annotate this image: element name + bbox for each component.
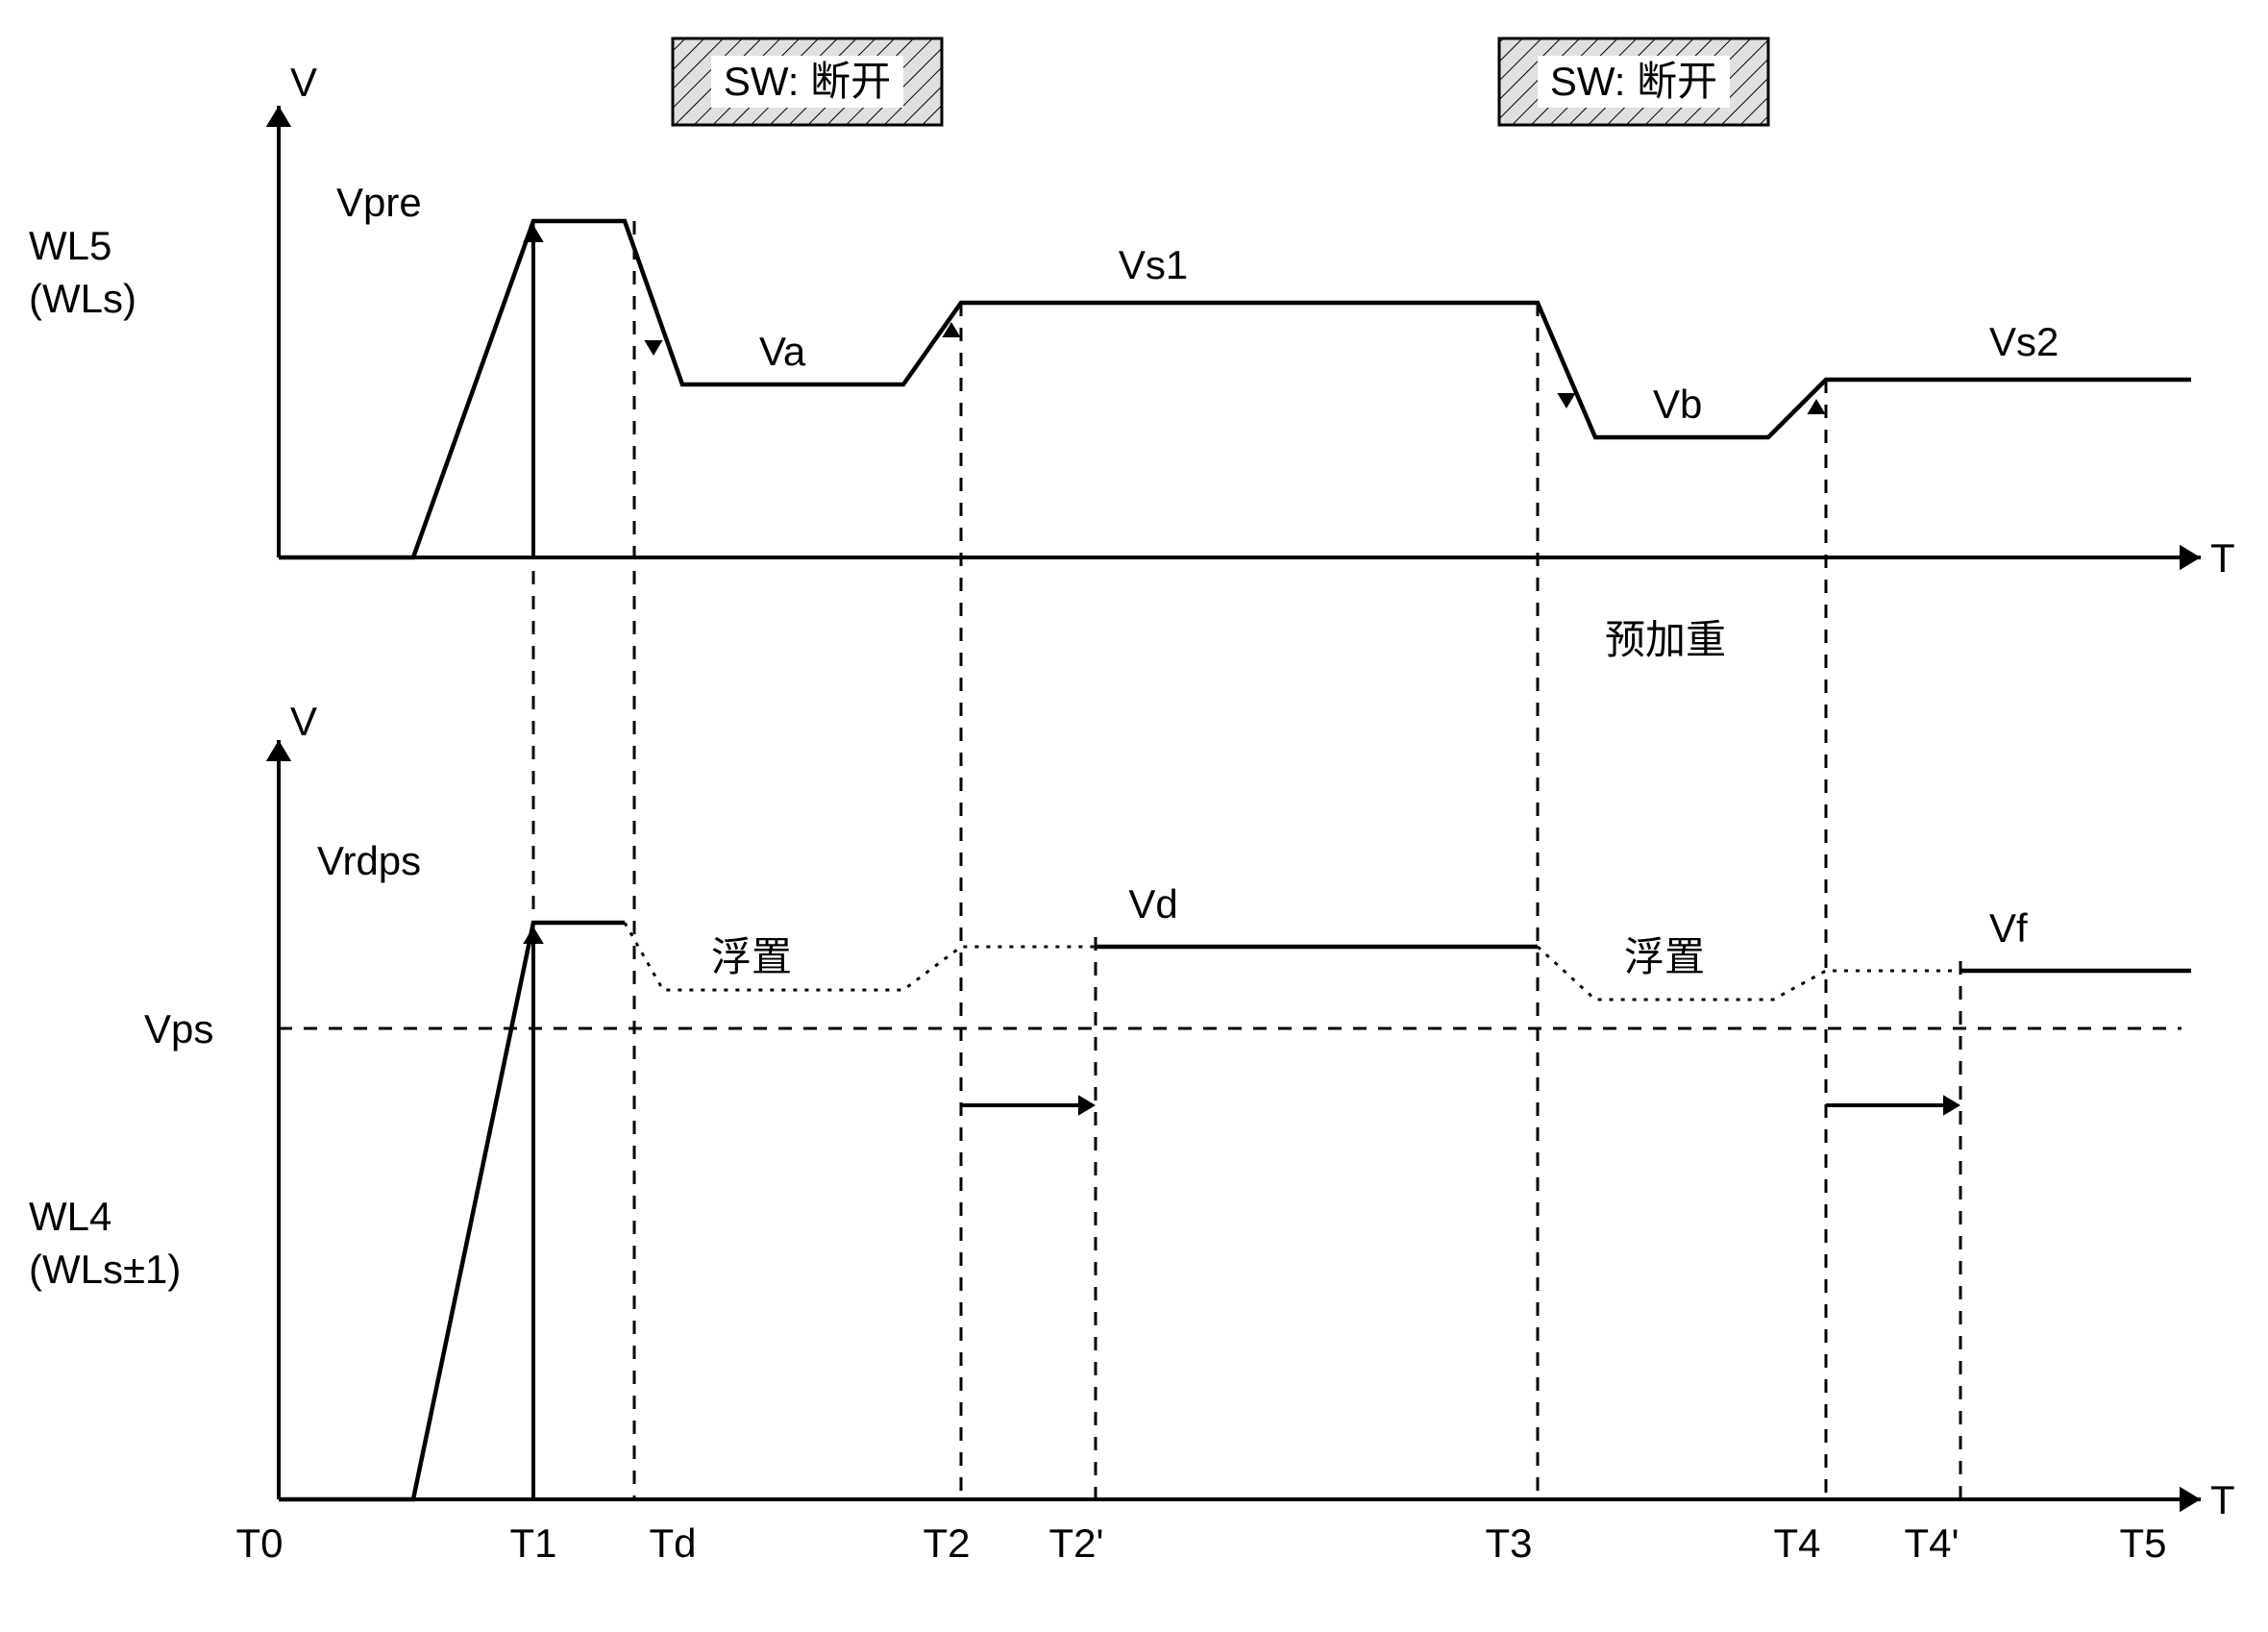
Vd-label: Vd xyxy=(1128,881,1177,927)
wlspm1-label: (WLs±1) xyxy=(29,1247,181,1292)
bottom-wave-seg1 xyxy=(279,923,625,1499)
wls-label: (WLs) xyxy=(29,276,136,321)
float-label-1: 浮置 xyxy=(711,934,792,979)
wl5-label: WL5 xyxy=(29,223,111,268)
time-tick-label: T4 xyxy=(1773,1521,1820,1566)
bottom-float-2 xyxy=(1538,947,1960,1000)
Vs1-label: Vs1 xyxy=(1119,242,1188,287)
Vrdps-label: Vrdps xyxy=(317,838,421,883)
time-tick-label: T5 xyxy=(2119,1521,2166,1566)
time-tick-label: T2 xyxy=(923,1521,970,1566)
sw-box-label: SW: 断开 xyxy=(724,59,891,104)
time-tick-label: T3 xyxy=(1485,1521,1532,1566)
bottom-float-1 xyxy=(625,923,1096,990)
bottom-axis-T-label: T xyxy=(2210,1477,2235,1522)
Vb-label: Vb xyxy=(1653,382,1702,427)
Vps-label: Vps xyxy=(144,1006,213,1051)
time-tick-label: T4' xyxy=(1904,1521,1959,1566)
pre-emphasis-label: 预加重 xyxy=(1605,617,1726,662)
time-tick-label: T1 xyxy=(509,1521,556,1566)
Vf-label: Vf xyxy=(1989,905,2028,951)
time-tick-label: T2' xyxy=(1048,1521,1103,1566)
float-label-2: 浮置 xyxy=(1624,934,1705,979)
top-axis-V-label: V xyxy=(290,60,317,105)
time-tick-label: Td xyxy=(649,1521,696,1566)
Va-label: Va xyxy=(759,329,806,374)
Vs2-label: Vs2 xyxy=(1989,319,2058,364)
top-waveform xyxy=(279,221,2191,557)
Vpre-label: Vpre xyxy=(336,180,422,225)
wl4-label: WL4 xyxy=(29,1194,111,1239)
sw-box-label: SW: 断开 xyxy=(1550,59,1717,104)
time-tick-label: T0 xyxy=(235,1521,283,1566)
bottom-axis-V-label: V xyxy=(290,699,317,744)
top-axis-T-label: T xyxy=(2210,535,2235,581)
